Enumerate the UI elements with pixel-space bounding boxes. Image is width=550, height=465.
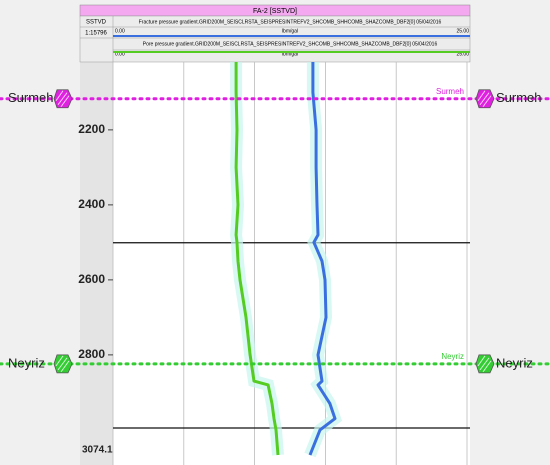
track-area bbox=[80, 5, 470, 465]
x-max-label: 25.00 bbox=[456, 28, 469, 34]
y-tick-label: 2200 bbox=[78, 122, 105, 136]
depth-column bbox=[80, 62, 113, 465]
header bbox=[79, 15, 471, 63]
y-tick-label: 2400 bbox=[78, 197, 105, 211]
y-tick-label: 2600 bbox=[78, 272, 105, 286]
title: FA-2 [SSTVD] bbox=[253, 8, 297, 15]
formation-icon-hatch bbox=[477, 355, 492, 373]
scale-label: 1:15796 bbox=[85, 31, 107, 37]
y-tick-label: 2800 bbox=[78, 347, 105, 361]
current-depth-label: 3074.1 bbox=[82, 445, 113, 456]
curve-name: Fracture pressure gradient.GRID200M_SEIS… bbox=[139, 19, 442, 25]
formation-icon-hatch bbox=[55, 90, 70, 108]
formation-label: Neyriz bbox=[496, 355, 533, 370]
curve-name: Pore pressure gradient.GRID200M_SEISCLRS… bbox=[143, 41, 438, 47]
x-max-label: 25.00 bbox=[456, 51, 469, 57]
curve bbox=[308, 62, 337, 456]
curve bbox=[234, 62, 280, 456]
formation-label: Surmeh bbox=[8, 90, 54, 105]
formation-icon-hatch bbox=[477, 90, 492, 108]
formation-label: Neyriz bbox=[8, 355, 45, 370]
formation-track-label: Surmeh bbox=[436, 87, 464, 96]
formation-icon-hatch bbox=[55, 355, 70, 373]
x-min-label: 0.00 bbox=[115, 51, 125, 57]
formation-label: Surmeh bbox=[496, 90, 542, 105]
x-unit: lbm/gal bbox=[282, 28, 298, 34]
x-unit: lbm/gal bbox=[282, 51, 298, 57]
x-min-label: 0.00 bbox=[115, 28, 125, 34]
formation-track-label: Neyriz bbox=[441, 352, 464, 361]
depth-axis-label: SSTVD bbox=[86, 20, 107, 26]
